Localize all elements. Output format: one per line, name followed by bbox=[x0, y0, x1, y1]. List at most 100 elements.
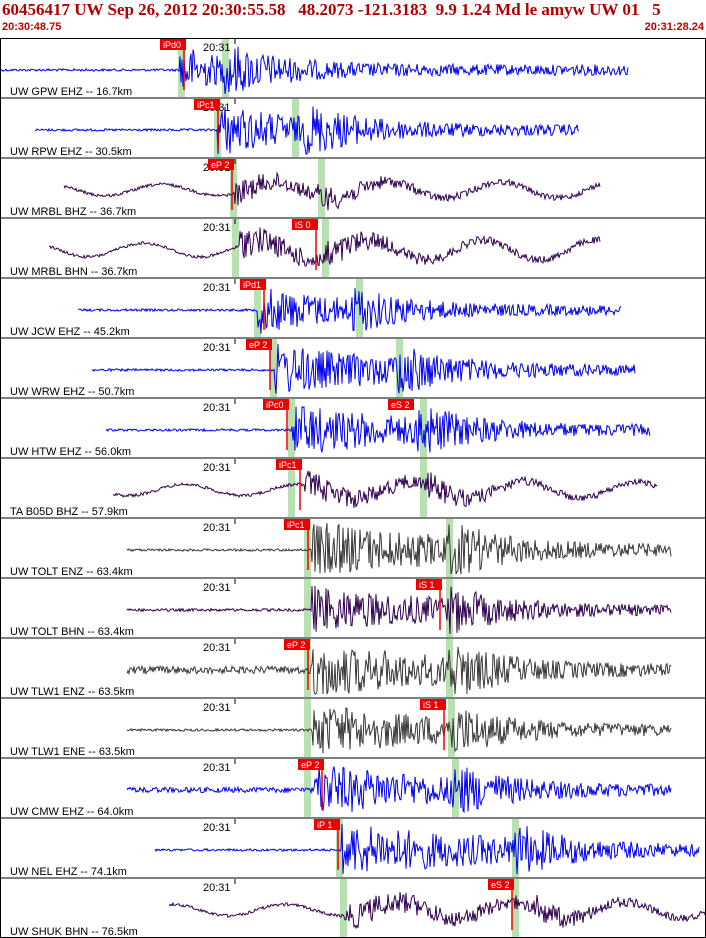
pick-box bbox=[284, 519, 310, 530]
pick-label: iS 0 bbox=[295, 220, 311, 230]
waveform-trace bbox=[126, 707, 672, 754]
pick-box bbox=[416, 579, 442, 590]
minute-tick-label: 20:31 bbox=[203, 582, 231, 594]
panel-border bbox=[0, 38, 706, 938]
waveform-trace bbox=[48, 227, 601, 267]
waveform-trace bbox=[34, 106, 580, 155]
minute-tick-label: 20:31 bbox=[203, 222, 231, 234]
window-band bbox=[336, 819, 343, 877]
waveform-trace bbox=[0, 46, 629, 95]
channel-row: 20:31 eP 2 UW CMW EHZ -- 64.0km bbox=[0, 759, 706, 819]
window-band bbox=[288, 459, 295, 517]
minute-tick-label: 20:31 bbox=[203, 342, 231, 354]
end-time-label: 20:31:28.24 bbox=[644, 21, 704, 33]
waveform-trace bbox=[126, 646, 672, 695]
pick-box bbox=[246, 339, 272, 350]
window-band bbox=[304, 579, 311, 637]
channel-label: UW TOLT ENZ -- 63.4km bbox=[10, 566, 133, 578]
event-title: 60456417 UW Sep 26, 2012 20:30:55.58 48.… bbox=[2, 0, 661, 19]
channel-row: 20:31 eP 2 UW WRW EHZ -- 50.7km bbox=[0, 339, 706, 399]
window-band bbox=[230, 159, 237, 217]
waveform-trace bbox=[154, 824, 700, 875]
pick-label: eS 2 bbox=[391, 400, 410, 410]
seismogram-panel[interactable]: 20:31 iPd0 UW GPW EHZ -- 16.7km 20:31 iPc1 UW… bbox=[0, 38, 706, 938]
pick-box bbox=[298, 759, 324, 770]
window-band bbox=[340, 879, 347, 937]
channel-row: 20:31 iPc0 eS 2 UW HTW EHZ -- 56.0km bbox=[0, 399, 706, 459]
channel-label: UW JCW EHZ -- 45.2km bbox=[10, 326, 130, 338]
pick-box bbox=[240, 279, 266, 290]
pick-box bbox=[388, 399, 414, 410]
window-band bbox=[270, 339, 277, 397]
pick-box bbox=[263, 399, 289, 410]
channel-row: 20:31 iPd1 UW JCW EHZ -- 45.2km bbox=[0, 279, 706, 339]
window-band bbox=[446, 519, 453, 577]
waveform-trace bbox=[77, 288, 622, 334]
waveform-trace bbox=[126, 523, 672, 575]
minute-tick-label: 20:31 bbox=[203, 42, 231, 54]
window-band bbox=[420, 399, 427, 457]
minute-tick-label: 20:31 bbox=[203, 702, 231, 714]
waveform-trace bbox=[63, 171, 601, 211]
window-band bbox=[254, 279, 261, 337]
pick-label: eP 2 bbox=[301, 760, 319, 770]
pick-box bbox=[208, 159, 234, 170]
channel-row: 20:31 iP 1 UW NEL EHZ -- 74.1km bbox=[0, 819, 706, 879]
channel-label: UW TLW1 ENE -- 63.5km bbox=[10, 746, 135, 758]
pick-label: iPc0 bbox=[266, 400, 284, 410]
window-band bbox=[304, 699, 311, 757]
waveform-trace bbox=[126, 585, 672, 635]
waveform-trace bbox=[105, 406, 651, 453]
window-band bbox=[318, 159, 325, 217]
pick-box bbox=[276, 459, 302, 470]
start-time-label: 20:30:48.75 bbox=[2, 21, 62, 33]
minute-tick-label: 20:31 bbox=[203, 282, 231, 294]
channel-label: UW MRBL BHN -- 36.7km bbox=[10, 266, 137, 278]
channel-row: 20:31 iS 1 UW TOLT BHN -- 63.4km bbox=[0, 579, 706, 639]
pick-label: eP 2 bbox=[249, 340, 267, 350]
minute-tick-label: 20:31 bbox=[203, 522, 231, 534]
pick-label: iP 1 bbox=[317, 820, 332, 830]
pick-label: iPd1 bbox=[243, 280, 261, 290]
channel-row: 20:31 eS 2 UW SHUK BHN -- 76.5km bbox=[0, 879, 706, 938]
pick-label: iS 1 bbox=[423, 700, 439, 710]
pick-box bbox=[194, 99, 220, 110]
pick-label: iPc1 bbox=[279, 460, 297, 470]
pick-box bbox=[488, 879, 514, 890]
minute-tick-label: 20:31 bbox=[203, 762, 231, 774]
pick-label: iS 1 bbox=[419, 580, 435, 590]
window-band bbox=[448, 699, 455, 757]
waveform-trace bbox=[168, 892, 706, 930]
channel-label: UW CMW EHZ -- 64.0km bbox=[10, 806, 133, 818]
channel-label: UW HTW EHZ -- 56.0km bbox=[10, 446, 131, 458]
pick-label: eS 2 bbox=[491, 880, 510, 890]
minute-tick-label: 20:31 bbox=[203, 642, 231, 654]
waveform-trace bbox=[112, 470, 658, 508]
minute-tick-label: 20:31 bbox=[203, 882, 231, 894]
window-band bbox=[222, 39, 229, 97]
channel-label: UW GPW EHZ -- 16.7km bbox=[10, 86, 132, 98]
channel-label: UW SHUK BHN -- 76.5km bbox=[10, 926, 138, 938]
channel-label: UW RPW EHZ -- 30.5km bbox=[10, 146, 132, 158]
window-band bbox=[446, 639, 453, 697]
plot-header: 60456417 UW Sep 26, 2012 20:30:55.58 48.… bbox=[0, 0, 706, 38]
waveform-trace bbox=[91, 343, 636, 394]
channel-row: 20:31 eP 2 UW TLW1 ENZ -- 63.5km bbox=[0, 639, 706, 699]
channel-row: 20:31 iS 0 UW MRBL BHN -- 36.7km bbox=[0, 219, 706, 279]
pick-label: eP 2 bbox=[287, 640, 305, 650]
window-band bbox=[420, 459, 427, 517]
pick-label: iPc1 bbox=[197, 100, 215, 110]
channel-row: 20:31 iPc1 TA B05D BHZ -- 57.9km bbox=[0, 459, 706, 519]
channel-label: UW NEL EHZ -- 74.1km bbox=[10, 866, 127, 878]
channel-label: UW TLW1 ENZ -- 63.5km bbox=[10, 686, 134, 698]
waveform-trace bbox=[126, 766, 672, 814]
window-band bbox=[446, 579, 453, 637]
channel-label: TA B05D BHZ -- 57.9km bbox=[10, 506, 128, 518]
pick-label: iPd0 bbox=[163, 40, 181, 50]
pick-box bbox=[160, 39, 186, 50]
pick-box bbox=[420, 699, 446, 710]
channel-label: UW MRBL BHZ -- 36.7km bbox=[10, 206, 136, 218]
channel-row: 20:31 iS 1 UW TLW1 ENE -- 63.5km bbox=[0, 699, 706, 759]
